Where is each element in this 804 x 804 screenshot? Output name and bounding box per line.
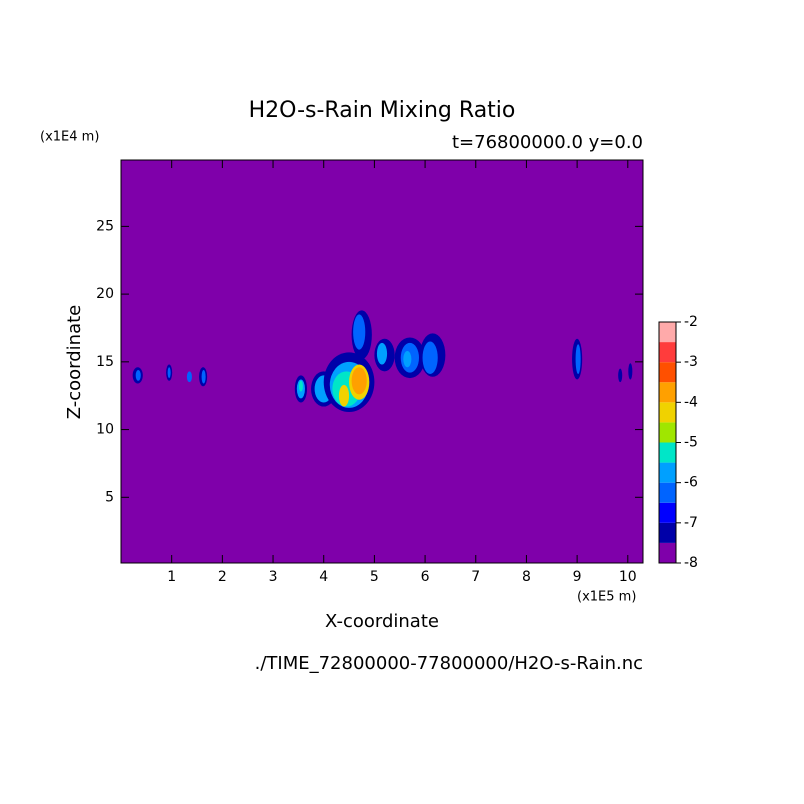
chart-title: H2O-s-Rain Mixing Ratio (249, 98, 516, 123)
x-tick-label: 8 (522, 569, 531, 585)
colorbar-tick-label: -5 (684, 435, 698, 451)
colorbar-tick-label: -3 (684, 354, 698, 370)
y-axis-label: Z-coordinate (64, 305, 85, 420)
y-tick-label: 25 (96, 218, 114, 234)
x-tick-label: 1 (167, 569, 176, 585)
chart-subtitle: t=76800000.0 y=0.0 (452, 132, 643, 153)
colorbar-band (659, 502, 676, 523)
contour-cell (186, 371, 192, 383)
contour-cell (353, 314, 366, 350)
contour-cell (201, 369, 206, 384)
y-tick-label: 20 (96, 286, 114, 302)
contour-cell (422, 341, 438, 375)
colorbar-band (659, 542, 676, 563)
x-tick-label: 9 (573, 569, 582, 585)
colorbar-tick-label: -7 (684, 515, 698, 531)
y-tick-label: 10 (96, 422, 114, 438)
y-tick-label: 15 (96, 354, 114, 370)
x-tick-label: 5 (370, 569, 379, 585)
contour-cell (298, 380, 303, 392)
footer: ./TIME_72800000-77800000/H2O-s-Rain.nc (255, 653, 643, 674)
y-unit: (x1E4 m) (40, 130, 99, 145)
colorbar-tick-label: -8 (684, 555, 698, 571)
x-tick-label: 2 (218, 569, 227, 585)
x-tick-label: 7 (471, 569, 480, 585)
contour-cell (351, 367, 367, 395)
x-tick-label: 6 (421, 569, 430, 585)
colorbar-band (659, 362, 676, 383)
colorbar-band (659, 382, 676, 403)
colorbar-band (659, 442, 676, 463)
contour-cell (403, 351, 412, 368)
colorbar-band (659, 482, 676, 503)
contour-cell (135, 369, 141, 381)
colorbar-band (659, 522, 676, 543)
contour-cell (167, 367, 171, 379)
colorbar-band (659, 322, 676, 343)
colorbar-tick-label: -6 (684, 475, 698, 491)
colorbar-band (659, 422, 676, 443)
contour-cell (618, 368, 623, 383)
y-tick-label: 5 (105, 489, 114, 505)
x-tick-label: 4 (319, 569, 328, 585)
contour-cell (376, 342, 388, 365)
colorbar-tick-label: -4 (684, 394, 698, 410)
colorbar-band (659, 342, 676, 363)
colorbar-band (659, 402, 676, 423)
x-tick-label: 3 (269, 569, 278, 585)
colorbar-tick-label: -2 (684, 314, 698, 330)
x-tick-label: 10 (619, 569, 637, 585)
x-axis-label: X-coordinate (325, 611, 439, 632)
colorbar-band (659, 462, 676, 483)
contour-cell (575, 344, 581, 375)
x-unit: (x1E5 m) (577, 590, 636, 605)
contour-cell (338, 384, 350, 407)
contour-cell (628, 363, 633, 380)
